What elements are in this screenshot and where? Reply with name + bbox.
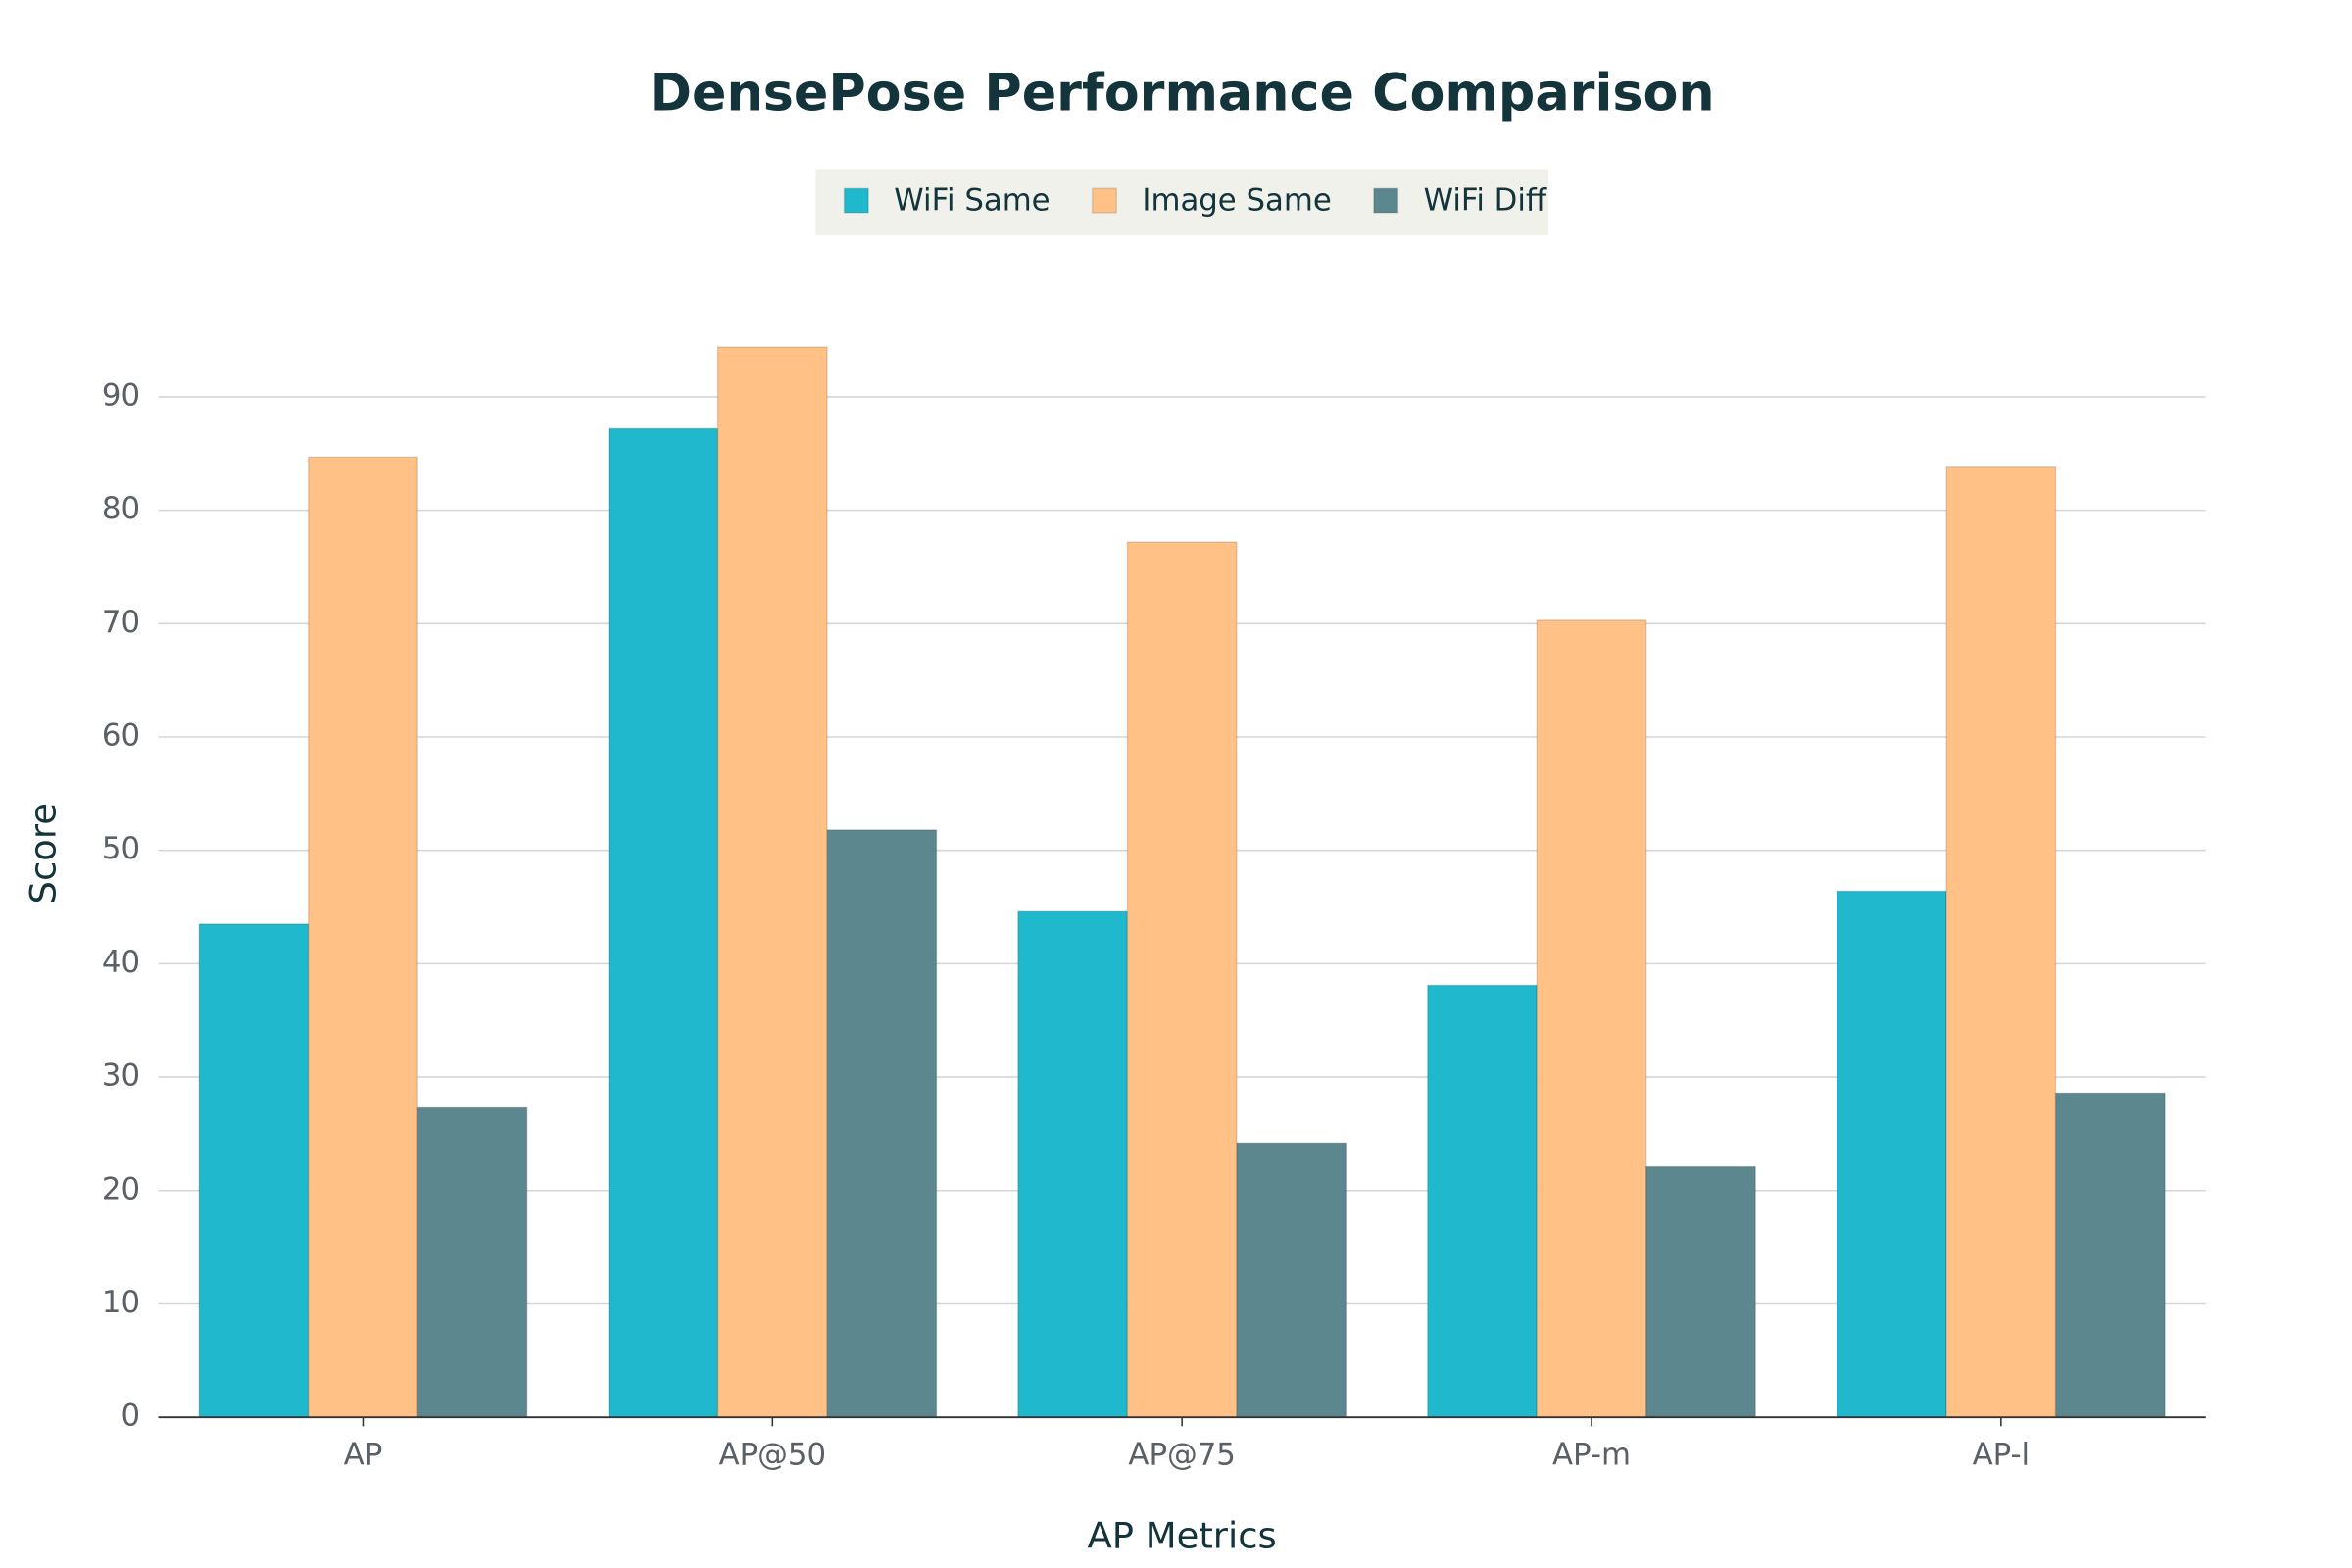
y-tick-label: 70	[102, 605, 140, 640]
bar	[2054, 1092, 2166, 1418]
bar	[716, 346, 828, 1418]
x-axis-title: AP Metrics	[1088, 1515, 1277, 1557]
bar	[1426, 984, 1538, 1418]
y-tick-label: 60	[102, 717, 140, 753]
bar	[1836, 890, 1947, 1418]
bar	[1536, 619, 1647, 1418]
y-tick-label: 90	[102, 377, 140, 413]
bar	[198, 923, 310, 1418]
y-axis-title: Score	[23, 803, 65, 904]
bar	[416, 1106, 528, 1418]
bar	[826, 829, 938, 1418]
legend-box	[815, 169, 1548, 235]
bar	[1644, 1165, 1757, 1418]
y-tick-label: 50	[102, 831, 140, 866]
x-tick-label: AP	[344, 1438, 383, 1473]
y-tick-label: 20	[102, 1171, 140, 1206]
chart-title: DensePose Performance Comparison	[650, 63, 1715, 122]
bar	[1236, 1142, 1348, 1418]
y-tick-label: 30	[102, 1058, 140, 1094]
legend-label: WiFi Same	[894, 183, 1050, 219]
x-tick-label: AP-m	[1552, 1438, 1631, 1473]
y-tick-label: 0	[121, 1398, 140, 1434]
x-tick-label: AP-l	[1973, 1438, 2031, 1473]
legend-label: Image Same	[1142, 183, 1331, 219]
legend-swatch	[1091, 187, 1118, 214]
bar	[307, 456, 419, 1418]
bar	[608, 427, 719, 1418]
legend-swatch	[1373, 187, 1399, 214]
y-tick-label: 40	[102, 945, 140, 980]
legend-label: WiFi Diff	[1424, 183, 1547, 219]
bar	[1017, 910, 1129, 1418]
x-tick-label: AP@75	[1128, 1438, 1235, 1473]
legend-swatch	[843, 187, 869, 214]
x-tick-label: AP@50	[719, 1438, 826, 1473]
y-tick-label: 80	[102, 491, 140, 526]
bar	[1945, 466, 2057, 1418]
y-tick-label: 10	[102, 1285, 140, 1320]
bar	[1126, 541, 1238, 1418]
